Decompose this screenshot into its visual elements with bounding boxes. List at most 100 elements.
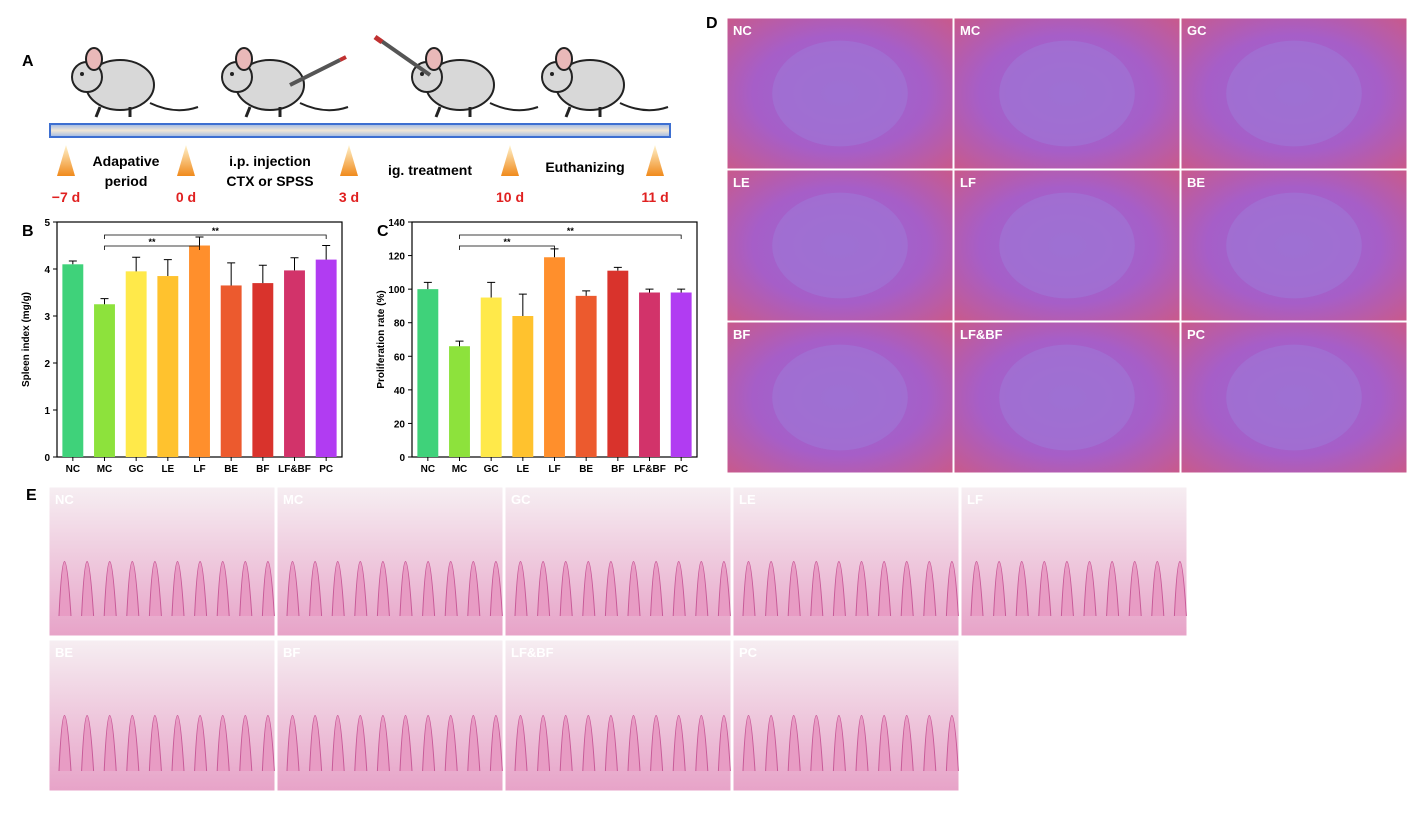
- image-label: LE: [733, 175, 750, 190]
- x-tick-label: LF: [193, 464, 205, 475]
- syringe: [373, 34, 384, 45]
- timeline-bar: [49, 123, 671, 138]
- follicle: [1226, 344, 1362, 451]
- panel-label: E: [26, 487, 37, 504]
- villus: [103, 715, 117, 772]
- bar: [284, 270, 305, 457]
- image-label: GC: [511, 492, 531, 507]
- villus: [126, 715, 140, 772]
- villus: [171, 561, 185, 617]
- villus: [514, 715, 528, 772]
- villus: [331, 561, 345, 617]
- y-tick-label: 3: [44, 312, 50, 323]
- phase-label: CTX or SPSS: [226, 173, 313, 189]
- error-bar: [677, 288, 686, 293]
- villus: [537, 715, 551, 772]
- villus: [1015, 561, 1029, 617]
- x-tick-label: NC: [66, 464, 80, 475]
- villus: [832, 715, 846, 772]
- villus: [1060, 561, 1074, 617]
- error-bar: [423, 281, 432, 290]
- panel-label: C: [377, 223, 389, 240]
- error-bar: [258, 264, 267, 284]
- bar: [544, 257, 565, 457]
- villus: [970, 561, 984, 617]
- image-label: BE: [55, 645, 73, 660]
- follicle: [772, 344, 908, 451]
- image-label: PC: [1187, 327, 1206, 342]
- x-tick-label: PC: [674, 464, 688, 475]
- phase-label: i.p. injection: [229, 153, 311, 169]
- villus: [399, 561, 413, 617]
- villus: [717, 561, 731, 617]
- x-tick-label: LE: [161, 464, 174, 475]
- image-label: LF&BF: [960, 327, 1003, 342]
- villus: [261, 715, 275, 772]
- x-tick-label: PC: [319, 464, 333, 475]
- significance-label: **: [212, 226, 220, 236]
- villus: [354, 715, 368, 772]
- time-marker: [57, 145, 75, 176]
- image-label: MC: [283, 492, 304, 507]
- phase-label: Euthanizing: [545, 159, 624, 175]
- mouse-icon: [70, 46, 200, 119]
- y-tick-label: 5: [44, 218, 50, 229]
- villus: [286, 715, 300, 772]
- villus: [765, 561, 779, 617]
- y-tick-label: 4: [44, 265, 50, 276]
- villus: [467, 561, 481, 617]
- syringe: [289, 58, 341, 87]
- villus: [537, 561, 551, 617]
- villus: [787, 715, 801, 772]
- villus: [742, 715, 756, 772]
- villus: [194, 715, 208, 772]
- villus: [810, 715, 824, 772]
- y-tick-label: 0: [44, 453, 50, 464]
- day-label: 10 d: [496, 189, 524, 205]
- error-bar: [455, 340, 464, 347]
- villus: [900, 561, 914, 617]
- villus: [604, 715, 618, 772]
- villus: [81, 715, 95, 772]
- villus: [331, 715, 345, 772]
- villus: [309, 561, 323, 617]
- bar: [449, 346, 470, 457]
- panel-label: D: [706, 15, 718, 32]
- follicle: [999, 40, 1135, 147]
- bar: [315, 259, 337, 457]
- villus: [422, 715, 436, 772]
- x-tick-label: LF: [548, 464, 560, 475]
- villus: [993, 561, 1007, 617]
- villus: [1083, 561, 1097, 617]
- villus: [695, 561, 709, 617]
- villus: [1038, 561, 1052, 617]
- villus: [582, 715, 596, 772]
- y-tick-label: 60: [394, 352, 406, 363]
- significance-bracket: [104, 234, 327, 239]
- error-bar: [100, 298, 109, 305]
- villus: [878, 561, 892, 617]
- villus: [695, 715, 709, 772]
- villus: [489, 561, 503, 617]
- significance-label: **: [567, 226, 575, 236]
- villus: [900, 715, 914, 772]
- villus: [103, 561, 117, 617]
- day-label: 3 d: [339, 189, 359, 205]
- villus: [855, 561, 869, 617]
- villus: [742, 561, 756, 617]
- bar: [125, 271, 147, 457]
- image-label: LF: [960, 175, 976, 190]
- villus: [489, 715, 503, 772]
- villus: [444, 715, 458, 772]
- villus: [148, 715, 162, 772]
- significance-bracket: [459, 234, 682, 239]
- syringe: [339, 55, 347, 62]
- time-marker: [646, 145, 664, 176]
- villus: [878, 715, 892, 772]
- y-tick-label: 1: [44, 406, 50, 417]
- image-label: LF&BF: [511, 645, 554, 660]
- bar: [94, 304, 115, 457]
- villus: [467, 715, 481, 772]
- y-tick-label: 40: [394, 386, 406, 397]
